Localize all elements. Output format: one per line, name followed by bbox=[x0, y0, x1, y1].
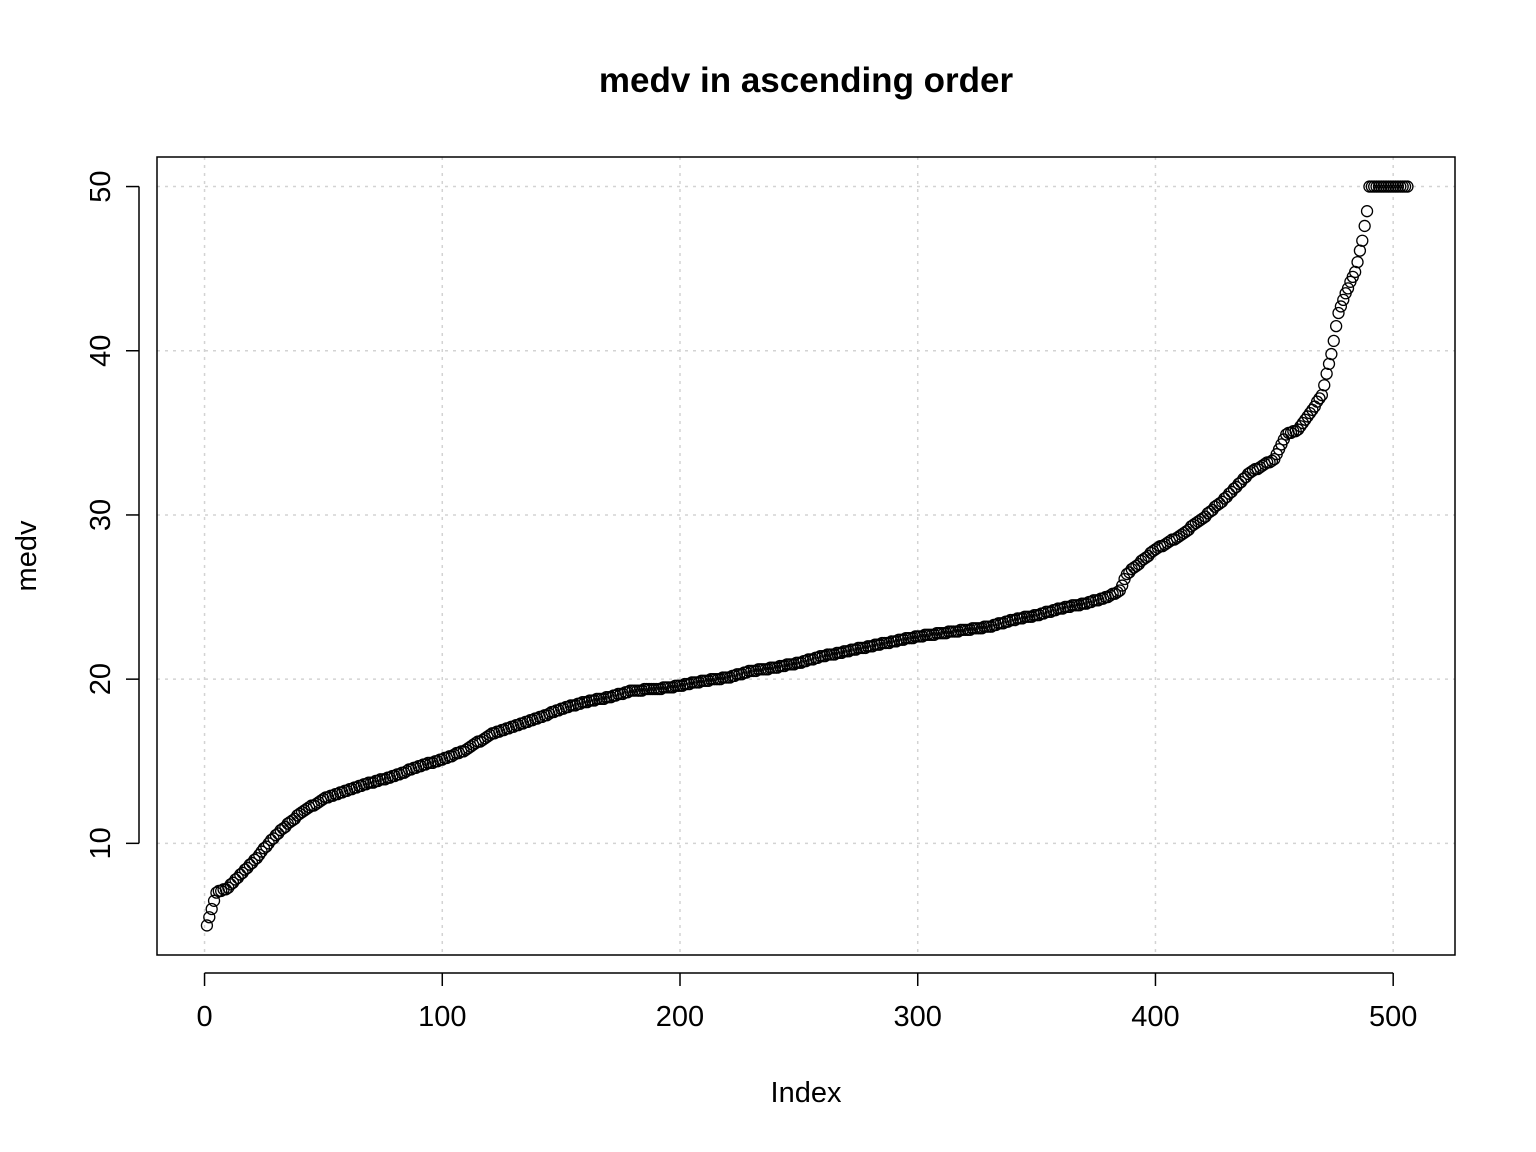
plot-frame bbox=[156, 156, 1456, 956]
grid bbox=[157, 157, 1455, 955]
data-point bbox=[1322, 357, 1336, 371]
data-point bbox=[1325, 347, 1338, 361]
x-axis: 0 100 200 300 400 500 bbox=[196, 972, 1417, 1033]
x-tick-label: 200 bbox=[656, 1001, 704, 1033]
data-point bbox=[1332, 306, 1345, 320]
x-tick-label: 0 bbox=[196, 1001, 212, 1033]
x-tick-label: 300 bbox=[894, 1001, 942, 1033]
y-tick-label: 50 bbox=[85, 170, 117, 202]
y-tick-label: 30 bbox=[85, 499, 117, 531]
data-point bbox=[203, 911, 216, 924]
y-tick-label: 10 bbox=[85, 827, 117, 859]
y-tick-label: 20 bbox=[85, 663, 117, 695]
data-point bbox=[1327, 334, 1340, 348]
x-axis-title: Index bbox=[771, 1077, 842, 1109]
data-point bbox=[1329, 319, 1343, 333]
data-points bbox=[200, 180, 1414, 932]
data-point bbox=[205, 902, 218, 916]
data-point bbox=[1356, 234, 1369, 247]
chart-title: medv in ascending order bbox=[599, 61, 1014, 100]
data-point bbox=[200, 919, 214, 932]
data-point bbox=[1116, 579, 1129, 592]
data-point bbox=[1360, 205, 1374, 218]
data-point bbox=[1318, 379, 1331, 392]
data-point bbox=[1358, 219, 1371, 233]
y-axis-title: medv bbox=[11, 520, 43, 591]
data-point bbox=[1337, 293, 1350, 307]
data-point bbox=[1351, 255, 1364, 269]
data-point bbox=[1320, 367, 1333, 380]
data-point bbox=[1353, 244, 1367, 257]
data-point bbox=[1334, 300, 1348, 313]
data-point bbox=[1401, 180, 1414, 193]
data-point bbox=[207, 894, 221, 907]
y-tick-label: 40 bbox=[85, 335, 117, 367]
data-point bbox=[1341, 282, 1355, 295]
x-tick-label: 100 bbox=[418, 1001, 466, 1033]
y-axis: 10 20 30 40 50 bbox=[85, 170, 140, 859]
data-point bbox=[1313, 392, 1326, 405]
x-tick-label: 400 bbox=[1131, 1001, 1179, 1033]
x-tick-label: 500 bbox=[1369, 1001, 1417, 1033]
